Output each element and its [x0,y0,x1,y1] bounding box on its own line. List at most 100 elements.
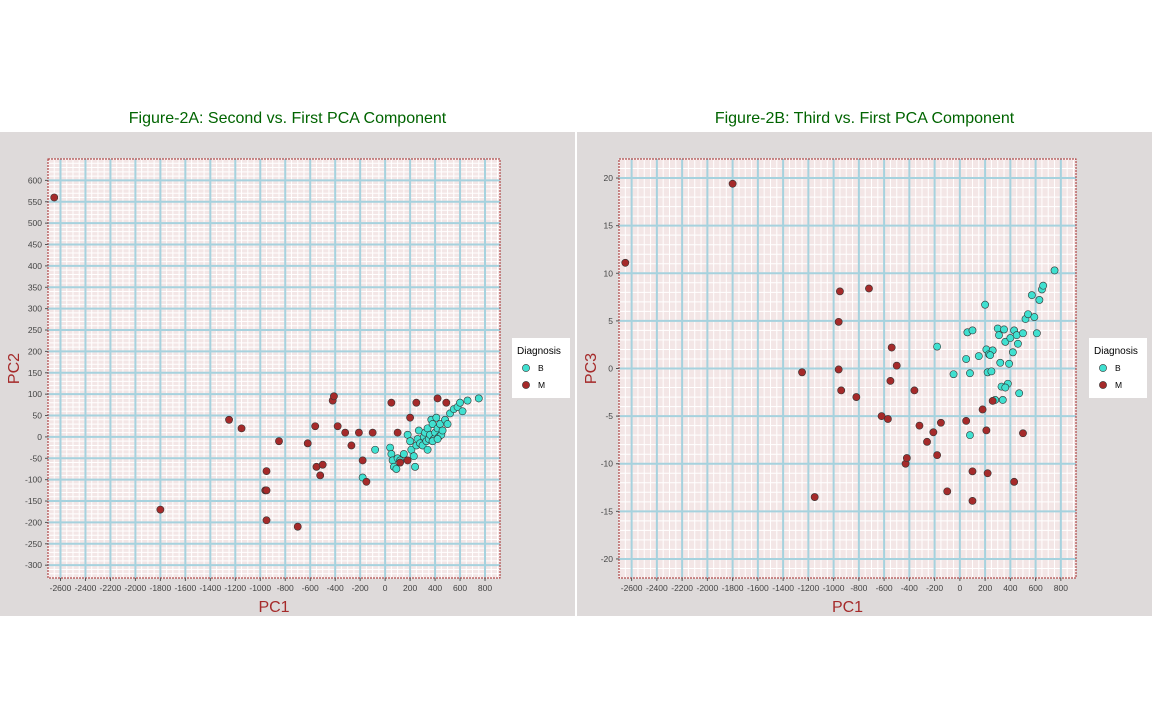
data-point-b [433,435,442,443]
data-point-b [1024,310,1032,319]
data-point-b [966,431,974,440]
legend-box [1089,338,1147,398]
x-tick-label: -400 [327,583,344,593]
x-tick-label: -800 [850,583,867,593]
data-point-b [949,370,958,379]
legend-label-b: B [1115,363,1121,373]
y-tick-label: 600 [28,175,42,185]
y-tick-label: -300 [25,560,42,570]
data-point-m [330,392,338,401]
x-tick-label: -1200 [797,583,819,593]
data-point-b [1000,325,1008,334]
x-tick-label: -200 [352,583,369,593]
x-tick-label: 400 [1003,583,1017,593]
data-point-b [981,300,990,309]
legend-marker-b [522,364,530,372]
data-point-m [837,386,846,395]
legend: Diagnosis BM [512,338,570,398]
x-tick-label: -2400 [646,583,668,593]
x-tick-label: -600 [876,583,893,593]
x-tick-label: -2000 [125,583,147,593]
y-axis-title: PC2 [6,353,23,384]
x-tick-label: -200 [926,583,943,593]
data-point-m [355,428,363,437]
data-point-m [303,439,312,448]
x-tick-label: -800 [277,583,294,593]
chart-title-2a: Figure-2A: Second vs. First PCA Componen… [128,110,447,127]
data-point-b [438,426,447,435]
y-tick-label: -150 [25,496,42,506]
data-point-b [1014,339,1022,348]
legend-label-m: M [538,380,545,390]
data-point-m [318,460,327,469]
legend-marker-m [522,381,530,389]
data-point-b [996,358,1005,367]
data-point-m [368,428,377,437]
x-tick-label: -400 [901,583,918,593]
x-tick-label: -2200 [671,583,693,593]
data-point-m [442,398,451,407]
y-tick-label: -100 [25,475,42,485]
y-tick-label: 550 [28,197,42,207]
data-point-b [1001,383,1010,392]
data-point-m [865,284,873,293]
data-point-b [998,396,1007,404]
data-point-m [1019,429,1027,438]
data-point-m [406,413,414,422]
chart-title-2b: Figure-2B: Third vs. First PCA Component [714,110,1015,127]
data-point-m [798,368,806,377]
data-point-b [1027,291,1036,300]
legend-title: Diagnosis [517,346,561,357]
legend: Diagnosis BM [1089,338,1147,398]
data-point-m [836,287,844,296]
x-tick-label: 0 [957,583,962,593]
y-tick-label: 100 [28,389,42,399]
data-point-m [316,471,325,480]
data-point-b [387,450,396,458]
data-point-b [974,352,983,361]
data-point-m [968,496,977,505]
x-axis-title: PC1 [258,599,289,616]
data-point-b [986,351,995,360]
data-point-m [886,376,895,385]
data-point-m [621,258,630,267]
data-point-m [237,424,246,433]
y-tick-label: 400 [28,261,42,271]
data-point-b [409,452,418,461]
x-tick-label: 800 [478,583,492,593]
data-point-b [1015,389,1024,398]
data-point-b [463,396,472,405]
x-tick-label: -1000 [249,583,271,593]
data-point-m [433,394,442,403]
data-point-b [432,413,441,422]
x-tick-label: 400 [428,583,442,593]
data-point-b [1039,281,1048,290]
data-point-m [834,365,843,374]
data-point-b [411,462,419,471]
y-axis-title: PC3 [583,353,600,384]
data-point-m [933,451,942,460]
x-tick-label: 200 [403,583,417,593]
y-tick-label: -50 [30,453,43,463]
plot-border [47,158,501,579]
data-point-b [987,367,996,376]
data-point-b [962,355,971,363]
data-point-b [392,465,401,473]
data-point-b [399,450,408,458]
data-point-m [810,493,819,501]
y-tick-label: 20 [604,173,614,183]
x-tick-label: -1400 [772,583,794,593]
x-tick-label: -2000 [696,583,718,593]
data-point-m [396,458,405,467]
y-tick-label: 350 [28,282,42,292]
x-tick-label: -2400 [75,583,97,593]
x-tick-label: 600 [1029,583,1043,593]
y-tick-label: 200 [28,346,42,356]
y-tick-label: 500 [28,218,42,228]
data-point-m [225,415,233,424]
x-tick-label: -1800 [150,583,172,593]
data-point-b [474,394,483,403]
y-tick-label: 450 [28,240,42,250]
data-point-m [262,486,271,495]
legend-label-b: B [538,363,544,373]
